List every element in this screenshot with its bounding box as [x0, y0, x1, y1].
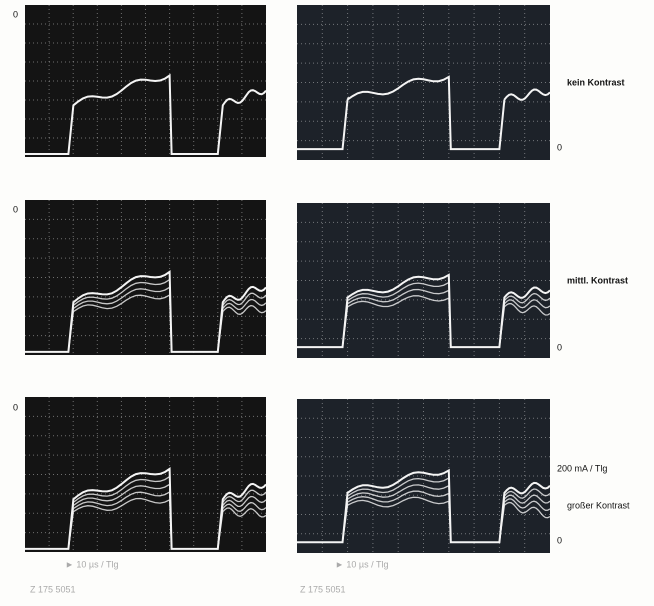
oscillogram: [297, 399, 550, 553]
oscillogram: [25, 5, 266, 157]
zero-label: 0: [557, 142, 562, 152]
zero-label: 0: [13, 402, 18, 412]
zero-label: 0: [13, 9, 18, 19]
oscillogram: [25, 397, 266, 552]
figure: 0 0 0 0 0 0 kein Kontrast mittl. Kontras…: [0, 0, 654, 606]
zero-label: 0: [557, 535, 562, 545]
zero-label: 0: [557, 342, 562, 352]
row-label: kein Kontrast: [567, 77, 625, 87]
time-scale: ► 10 µs / Tlg: [335, 559, 388, 569]
screen: [297, 203, 550, 358]
oscillogram: [297, 203, 550, 358]
zero-label: 0: [13, 204, 18, 214]
page: Oszillogramme {"rows": [ {"left_zero": "…: [0, 0, 654, 606]
page-body: 0 0 0 0 0 0 kein Kontrast mittl. Kontras…: [0, 0, 654, 606]
code: Z 175 5051: [300, 584, 346, 594]
row-label: mittl. Kontrast: [567, 275, 628, 285]
code: Z 175 5051: [30, 584, 76, 594]
oscillogram: [297, 5, 550, 160]
time-scale: ► 10 µs / Tlg: [65, 559, 118, 569]
screen: [297, 5, 550, 160]
scale-label: 200 mA / Tlg: [557, 463, 607, 473]
row-label: großer Kontrast: [567, 500, 630, 510]
oscillogram: [25, 200, 266, 355]
